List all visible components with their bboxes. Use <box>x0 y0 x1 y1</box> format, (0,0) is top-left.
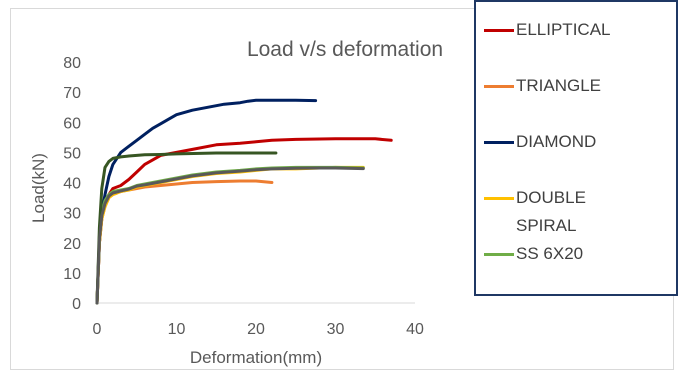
y-tick-label: 30 <box>63 206 81 223</box>
x-tick-label: 10 <box>168 321 186 338</box>
legend-swatch <box>484 85 514 88</box>
legend-swatch <box>484 141 514 144</box>
y-tick-label: 60 <box>63 115 81 132</box>
series-line-elliptical <box>95 137 393 305</box>
y-tick-label: 0 <box>72 296 81 313</box>
y-tick-labels: 0 10 20 30 40 50 60 70 80 <box>63 55 81 313</box>
x-tick-label: 20 <box>247 321 265 338</box>
legend-swatch <box>484 253 514 256</box>
legend-label: ELLIPTICAL <box>516 20 611 39</box>
chart-title: Load v/s deformation <box>247 38 443 61</box>
x-tick-label: 30 <box>327 321 345 338</box>
series-lines <box>95 98 393 305</box>
series-line-diamond <box>95 98 318 305</box>
y-axis-label: Load(kN) <box>29 153 48 223</box>
y-tick-label: 70 <box>63 85 81 102</box>
x-tick-label: 0 <box>93 321 102 338</box>
y-tick-label: 40 <box>63 176 81 193</box>
legend: ELLIPTICAL TRIANGLE DIAMOND DOUBLE SPIRAL SS… <box>474 0 678 296</box>
series-line-unlabeled-2 <box>95 166 365 305</box>
y-tick-label: 80 <box>63 55 81 72</box>
x-tick-labels: 0 10 20 30 40 <box>93 321 424 338</box>
x-tick-label: 40 <box>406 321 424 338</box>
series-line-triangle <box>95 179 274 305</box>
y-tick-label: 20 <box>63 236 81 253</box>
legend-label: SS 6X20 <box>516 244 584 263</box>
series-line-unlabeled-1 <box>95 151 278 305</box>
x-axis-label: Deformation(mm) <box>190 348 322 367</box>
legend-label: DOUBLE SPIRAL <box>516 188 586 235</box>
y-tick-label: 50 <box>63 145 81 162</box>
legend-label: TRIANGLE <box>516 76 602 95</box>
legend-label: DIAMOND <box>516 132 597 151</box>
legend-swatch <box>484 197 514 200</box>
y-tick-label: 10 <box>63 266 81 283</box>
legend-swatch <box>484 29 514 32</box>
series-line-double-spiral <box>95 165 365 305</box>
